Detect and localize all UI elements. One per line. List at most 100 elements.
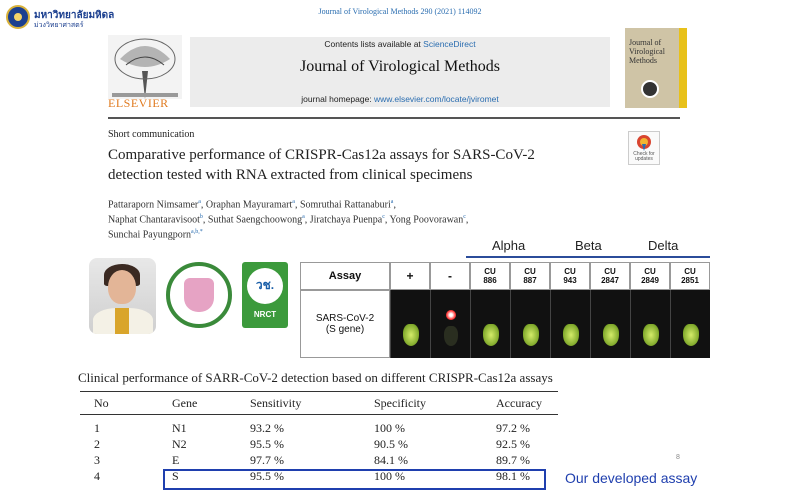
- cover-stripe: [679, 28, 687, 108]
- affiliation-mark[interactable]: a: [292, 199, 295, 205]
- university-subtitle: ม่วงวิทยาศาสตร์: [34, 22, 84, 29]
- table-header-rule: [80, 414, 558, 415]
- author-name[interactable]: Pattaraporn Nimsamer: [108, 199, 199, 211]
- tube-photo-7: [670, 290, 710, 358]
- table-cell: 2: [94, 437, 100, 451]
- cover-title: Journal of Virological Methods: [629, 38, 665, 65]
- performance-table-title: Clinical performance of SARR-CoV-2 detec…: [78, 370, 553, 385]
- table-header-cell: Accuracy: [496, 396, 542, 410]
- table-cell: 97.7 %: [250, 453, 284, 467]
- homepage-line: journal homepage: www.elsevier.com/locat…: [190, 94, 610, 104]
- article-title-line-1: Comparative performance of CRISPR-Cas12a…: [108, 147, 535, 163]
- table-header-cell: Sensitivity: [250, 396, 302, 410]
- header-divider: [108, 117, 680, 119]
- row-label-line-2: (S gene): [325, 324, 365, 335]
- table-cell: 95.5 %: [250, 437, 284, 451]
- highlight-box: [163, 469, 546, 490]
- table-cell: 95.5 %: [250, 469, 284, 483]
- variant-alpha-underline: [466, 256, 550, 258]
- author-name[interactable]: , Oraphan Mayuramart: [200, 199, 293, 211]
- table-cell: 98.1 %: [496, 469, 530, 483]
- assay-column-header: +: [390, 262, 430, 290]
- tube-photo-2: [470, 290, 510, 358]
- author-line-2: Naphat Chantaravisootb, Suthat Saengchoo…: [108, 214, 468, 225]
- table-top-rule: [80, 391, 558, 392]
- cover-badge-icon: [641, 80, 659, 98]
- university-seal-icon: [6, 5, 30, 29]
- table-cell: 4: [94, 469, 100, 483]
- bookmark-icon: [637, 135, 651, 151]
- tube-photo-0: [390, 290, 430, 358]
- tube-photo-3: [510, 290, 550, 358]
- tube-photo-1: [430, 290, 470, 358]
- table-cell: E: [172, 453, 180, 467]
- variant-beta-label: Beta: [575, 238, 602, 253]
- affiliation-mark[interactable]: c: [463, 214, 466, 220]
- contents-line: Contents lists available at ScienceDirec…: [190, 39, 610, 49]
- assay-column-header: CU 943: [550, 262, 590, 290]
- variant-delta-label: Delta: [648, 238, 679, 253]
- table-cell: 100 %: [374, 469, 405, 483]
- table-cell: 3: [94, 453, 100, 467]
- affiliation-mark[interactable]: c: [382, 214, 385, 220]
- developed-assay-note: Our developed assay: [565, 470, 698, 486]
- nrct-text: NRCT: [253, 310, 277, 319]
- table-cell: N1: [172, 421, 187, 435]
- author-name[interactable]: , Somruthai Rattanaburi: [294, 199, 391, 211]
- author-photo: [89, 258, 156, 334]
- table-cell: S: [172, 469, 179, 483]
- table-cell: 90.5 %: [374, 437, 408, 451]
- journal-masthead: [190, 37, 610, 107]
- author-name[interactable]: , Yong Poovorawan: [384, 214, 464, 226]
- publisher-wordmark: ELSEVIER: [108, 96, 169, 110]
- author-line-3: Sunchai Payungporna,b,*: [108, 229, 203, 240]
- homepage-prefix: journal homepage:: [301, 94, 375, 104]
- table-cell: 89.7 %: [496, 453, 530, 467]
- variant-beta-underline: [550, 256, 630, 258]
- variant-delta-underline: [630, 256, 710, 258]
- tube-photo-6: [630, 290, 670, 358]
- author-separator: ,: [393, 199, 396, 211]
- assay-column-header: CU 887: [510, 262, 550, 290]
- table-cell: 92.5 %: [496, 437, 530, 451]
- affiliation-mark[interactable]: a: [198, 199, 201, 205]
- affiliation-mark[interactable]: a: [390, 199, 394, 205]
- author-name[interactable]: , Jiratchaya Puenpa: [304, 214, 383, 226]
- author-name[interactable]: Naphat Chantaravisoot: [108, 214, 200, 226]
- journal-title: Journal of Virological Methods: [299, 58, 501, 75]
- table-cell: N2: [172, 437, 187, 451]
- variant-alpha-label: Alpha: [492, 238, 526, 253]
- author-name[interactable]: , Suthat Saengchoowong: [202, 214, 303, 226]
- table-cell: 84.1 %: [374, 453, 408, 467]
- elsevier-tree-icon: [108, 35, 182, 99]
- table-header-cell: Specificity: [374, 396, 426, 410]
- page-number: 8: [676, 454, 680, 461]
- author-name[interactable]: Sunchai Payungporn: [108, 229, 192, 241]
- nrct-logo-icon: วช. NRCT: [242, 262, 288, 328]
- university-name: มหาวิทยาลัยมหิดล: [34, 10, 115, 21]
- table-cell: 93.2 %: [250, 421, 284, 435]
- assay-column-header: CU 2849: [630, 262, 670, 290]
- row-label-line-1: SARS-CoV-2: [315, 313, 375, 324]
- assay-column-header: CU 2847: [590, 262, 630, 290]
- affiliation-mark[interactable]: b: [199, 214, 203, 220]
- assay-header: Assay: [300, 262, 390, 290]
- journal-citation[interactable]: Journal of Virological Methods 290 (2021…: [318, 7, 482, 16]
- affiliation-mark[interactable]: a: [302, 214, 305, 220]
- table-cell: 1: [94, 421, 100, 435]
- affiliation-mark[interactable]: a,b,*: [191, 229, 203, 235]
- check-for-updates-button[interactable]: Check for updates: [628, 131, 660, 165]
- table-header-cell: No: [94, 396, 109, 410]
- article-title-line-2: detection tested with RNA extracted from…: [108, 167, 473, 183]
- homepage-link[interactable]: www.elsevier.com/locate/jviromet: [374, 94, 499, 104]
- sciencedirect-link[interactable]: ScienceDirect: [423, 39, 476, 49]
- chulalongkorn-logo-icon: [166, 262, 232, 328]
- assay-column-header: CU 2851: [670, 262, 710, 290]
- table-cell: 100 %: [374, 421, 405, 435]
- table-header-cell: Gene: [172, 396, 198, 410]
- assay-row-label: SARS-CoV-2 (S gene): [300, 290, 390, 358]
- check-updates-label: Check for updates: [633, 151, 655, 162]
- author-line-1: Pattaraporn Nimsamera, Oraphan Mayuramar…: [108, 199, 396, 210]
- contents-prefix: Contents lists available at: [324, 39, 424, 49]
- article-type: Short communication: [108, 129, 195, 140]
